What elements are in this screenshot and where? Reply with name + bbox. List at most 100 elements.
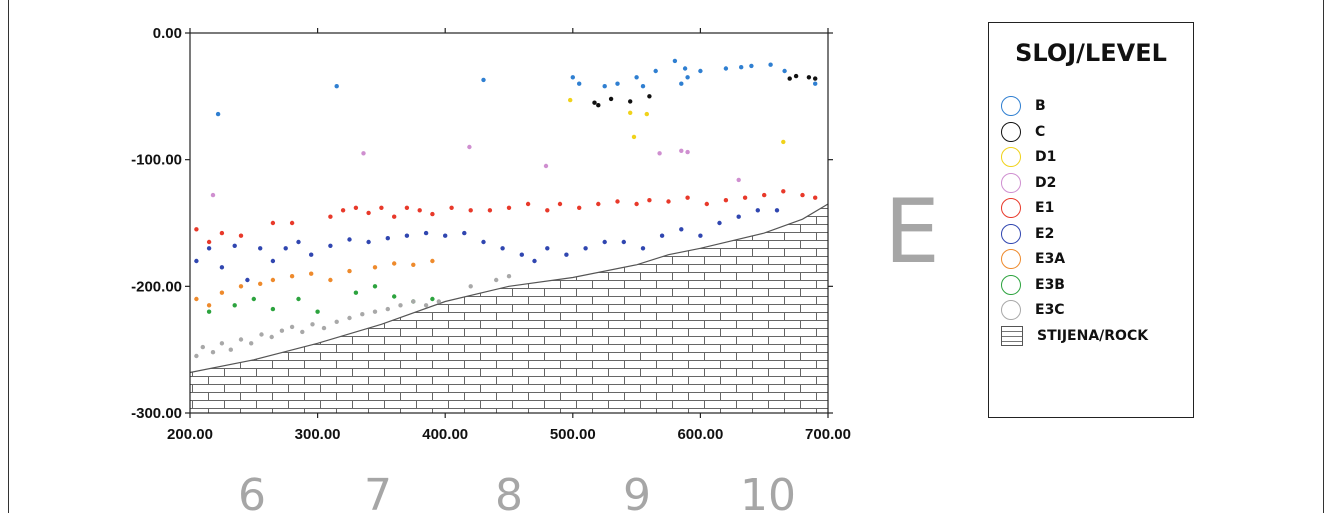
point-e1 bbox=[704, 201, 709, 207]
point-e3b bbox=[392, 294, 397, 299]
point-e3a bbox=[289, 274, 295, 279]
point-d2 bbox=[685, 149, 690, 155]
legend-item-e2: E2 bbox=[1001, 221, 1054, 247]
legend-item-d1: D1 bbox=[1001, 144, 1056, 170]
point-e1 bbox=[289, 220, 295, 226]
point-e2 bbox=[366, 239, 371, 245]
point-b bbox=[570, 75, 575, 80]
legend-swatch bbox=[1001, 274, 1021, 295]
legend-label: E3C bbox=[1035, 302, 1065, 318]
point-e1 bbox=[238, 233, 244, 238]
point-b bbox=[782, 68, 787, 74]
legend-item-c: C bbox=[1001, 119, 1045, 145]
point-e3b bbox=[296, 296, 301, 302]
point-e3a bbox=[372, 265, 378, 270]
point-e3b bbox=[315, 309, 320, 314]
point-b bbox=[334, 84, 339, 89]
point-e3a bbox=[258, 281, 263, 286]
point-b bbox=[653, 68, 658, 74]
point-c bbox=[806, 75, 812, 80]
point-e3a bbox=[328, 277, 333, 283]
point-e3a bbox=[392, 261, 397, 266]
legend-label: C bbox=[1035, 123, 1046, 140]
point-e3a bbox=[270, 277, 276, 283]
section-label-8: 8 bbox=[495, 470, 523, 513]
legend-item-e3c: E3C bbox=[1001, 297, 1065, 323]
point-b bbox=[577, 81, 582, 86]
point-d1 bbox=[781, 139, 786, 145]
plot-border bbox=[189, 32, 829, 414]
point-c bbox=[628, 99, 633, 104]
point-d2 bbox=[467, 144, 472, 150]
legend-label: E1 bbox=[1035, 200, 1055, 216]
point-e3c bbox=[300, 329, 305, 335]
point-e1 bbox=[449, 205, 454, 210]
point-e2 bbox=[481, 239, 486, 245]
section-labels: 6 7 8 9 10 E bbox=[238, 180, 940, 513]
legend-swatch bbox=[1001, 198, 1021, 218]
point-e2 bbox=[206, 246, 212, 251]
point-e1 bbox=[417, 208, 422, 213]
point-e2 bbox=[385, 236, 390, 241]
point-d2 bbox=[679, 148, 684, 153]
point-e3a bbox=[194, 296, 199, 302]
point-e2 bbox=[774, 208, 780, 213]
point-e2 bbox=[698, 233, 703, 238]
point-b bbox=[615, 81, 620, 86]
point-e1 bbox=[577, 205, 582, 210]
point-e3c bbox=[334, 319, 339, 324]
point-d2 bbox=[210, 192, 216, 198]
point-e1 bbox=[742, 195, 748, 200]
point-e2 bbox=[462, 230, 467, 236]
section-label-9: 9 bbox=[623, 470, 651, 513]
point-e2 bbox=[583, 246, 588, 251]
point-b bbox=[215, 111, 221, 117]
point-e2 bbox=[519, 252, 524, 257]
rock-boundary-line bbox=[189, 203, 829, 374]
point-b bbox=[813, 81, 818, 86]
point-d2 bbox=[736, 177, 741, 183]
legend-label: E3B bbox=[1035, 276, 1065, 293]
point-c bbox=[608, 96, 614, 102]
y-tick-label: -100.00 bbox=[131, 152, 182, 169]
point-e1 bbox=[328, 214, 333, 219]
point-e3c bbox=[494, 277, 499, 283]
point-e1 bbox=[506, 205, 512, 210]
point-e3c bbox=[321, 325, 327, 331]
legend-swatch bbox=[1001, 147, 1021, 167]
point-e3b bbox=[232, 303, 237, 308]
point-e1 bbox=[525, 201, 531, 207]
point-e3b bbox=[206, 309, 212, 314]
point-e1 bbox=[647, 198, 652, 203]
y-tick-label: 0.00 bbox=[153, 25, 182, 42]
point-e1 bbox=[545, 208, 550, 213]
point-e1 bbox=[404, 205, 410, 210]
x-tick-label: 300.00 bbox=[295, 426, 341, 443]
point-d1 bbox=[628, 110, 633, 116]
legend-label: E2 bbox=[1035, 225, 1055, 242]
point-d2 bbox=[361, 151, 366, 156]
point-e1 bbox=[379, 205, 384, 210]
point-c bbox=[793, 73, 799, 79]
point-e3c bbox=[468, 284, 473, 289]
point-e3c bbox=[310, 322, 315, 327]
point-d1 bbox=[644, 111, 649, 117]
point-e2 bbox=[755, 208, 760, 213]
point-e1 bbox=[219, 230, 225, 236]
point-e2 bbox=[679, 227, 684, 232]
point-e1 bbox=[557, 201, 563, 207]
point-e1 bbox=[666, 199, 671, 204]
point-e1 bbox=[206, 239, 212, 245]
point-e1 bbox=[762, 192, 767, 198]
x-tick-label: 200.00 bbox=[167, 426, 213, 443]
legend-swatch bbox=[1001, 172, 1021, 193]
section-label-10: 10 bbox=[740, 470, 796, 513]
point-e1 bbox=[353, 205, 359, 210]
point-e3a bbox=[206, 303, 212, 308]
point-e2 bbox=[423, 230, 429, 236]
point-e2 bbox=[545, 246, 550, 251]
point-e3c bbox=[219, 341, 225, 346]
point-b bbox=[679, 81, 684, 86]
point-e1 bbox=[685, 195, 690, 200]
point-e3a bbox=[411, 262, 416, 267]
